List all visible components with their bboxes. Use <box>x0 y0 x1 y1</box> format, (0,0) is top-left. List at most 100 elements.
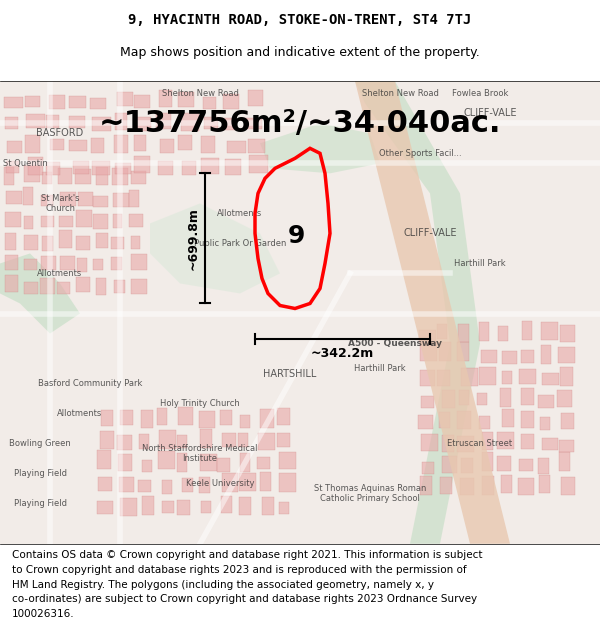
Bar <box>240 414 250 428</box>
Bar <box>177 434 187 447</box>
Bar <box>260 472 271 491</box>
Bar <box>262 497 274 515</box>
Bar <box>541 321 558 339</box>
Polygon shape <box>355 81 510 544</box>
Bar <box>418 414 433 429</box>
Bar <box>5 213 21 228</box>
Bar <box>559 439 574 452</box>
Bar <box>77 259 87 272</box>
Bar <box>200 429 212 448</box>
Bar <box>521 349 534 362</box>
Bar <box>560 366 573 386</box>
Bar <box>134 135 146 151</box>
Bar <box>5 276 18 292</box>
Bar <box>131 236 140 249</box>
Bar <box>277 432 290 447</box>
Bar <box>159 90 172 108</box>
Bar <box>4 168 14 186</box>
Text: ~137756m²/~34.040ac.: ~137756m²/~34.040ac. <box>99 109 501 138</box>
Text: Harthill Park: Harthill Park <box>454 259 506 268</box>
Bar <box>97 501 113 514</box>
Bar <box>131 254 147 271</box>
Bar <box>97 449 111 469</box>
Bar <box>46 115 59 128</box>
Bar <box>204 118 218 129</box>
Bar <box>420 369 435 386</box>
Bar <box>141 409 153 428</box>
Bar <box>539 474 550 492</box>
Bar <box>457 341 469 361</box>
Bar <box>457 411 471 429</box>
Bar <box>90 98 106 109</box>
Text: Shelton New Road: Shelton New Road <box>161 89 238 98</box>
Bar <box>258 432 275 449</box>
Bar <box>115 163 131 174</box>
Bar <box>41 216 54 227</box>
Bar <box>160 139 174 153</box>
Bar <box>76 278 90 292</box>
Text: ~699.8m: ~699.8m <box>187 207 199 270</box>
Bar <box>134 156 150 173</box>
Text: Public Park Or Garden: Public Park Or Garden <box>194 239 286 248</box>
Bar <box>76 236 90 251</box>
Bar <box>7 141 22 153</box>
Bar <box>78 192 93 206</box>
Bar <box>439 341 451 361</box>
Bar <box>76 211 92 227</box>
Bar <box>115 113 127 130</box>
Bar <box>46 162 60 176</box>
Bar <box>279 502 289 514</box>
Bar <box>92 161 110 176</box>
Bar <box>118 454 132 471</box>
Bar <box>162 501 174 512</box>
Text: 9, HYACINTH ROAD, STOKE-ON-TRENT, ST4 7TJ: 9, HYACINTH ROAD, STOKE-ON-TRENT, ST4 7T… <box>128 13 472 28</box>
Bar <box>5 233 16 251</box>
Text: Contains OS data © Crown copyright and database right 2021. This information is : Contains OS data © Crown copyright and d… <box>12 550 482 560</box>
Bar <box>59 216 73 227</box>
Bar <box>24 166 40 182</box>
Text: CLIFF-VALE: CLIFF-VALE <box>463 108 517 118</box>
Bar <box>482 476 494 495</box>
Bar <box>157 408 167 424</box>
Bar <box>25 96 40 108</box>
Bar <box>223 94 239 109</box>
Bar <box>442 434 454 452</box>
Bar <box>182 161 196 176</box>
Bar <box>200 454 217 471</box>
Bar <box>91 138 104 153</box>
Bar <box>227 141 246 153</box>
Bar <box>437 324 447 339</box>
Bar <box>239 497 251 515</box>
Bar <box>59 231 72 248</box>
Bar <box>92 118 111 131</box>
Bar <box>519 369 536 384</box>
Bar <box>538 394 554 408</box>
Bar <box>222 432 236 447</box>
Bar <box>60 192 76 206</box>
Bar <box>60 256 75 271</box>
Bar <box>502 409 514 427</box>
Bar <box>518 478 534 495</box>
Bar <box>277 408 290 424</box>
Bar <box>442 389 455 408</box>
Bar <box>542 438 558 449</box>
Bar <box>479 321 489 341</box>
Text: co-ordinates) are subject to Crown copyright and database rights 2023 Ordnance S: co-ordinates) are subject to Crown copyr… <box>12 594 477 604</box>
Bar <box>42 236 53 251</box>
Bar <box>201 501 211 512</box>
Bar <box>279 472 296 492</box>
Bar <box>437 369 450 386</box>
Text: Fowlea Brook: Fowlea Brook <box>452 89 508 98</box>
Bar <box>221 496 232 512</box>
Bar <box>69 116 85 128</box>
Text: Basford Community Park: Basford Community Park <box>38 379 142 388</box>
Bar <box>220 409 232 424</box>
Bar <box>158 161 173 176</box>
Bar <box>541 344 551 364</box>
Bar <box>479 366 496 384</box>
Bar <box>461 368 478 386</box>
Bar <box>248 90 263 106</box>
Bar <box>560 324 575 341</box>
Bar <box>100 431 114 449</box>
Bar <box>521 434 534 449</box>
